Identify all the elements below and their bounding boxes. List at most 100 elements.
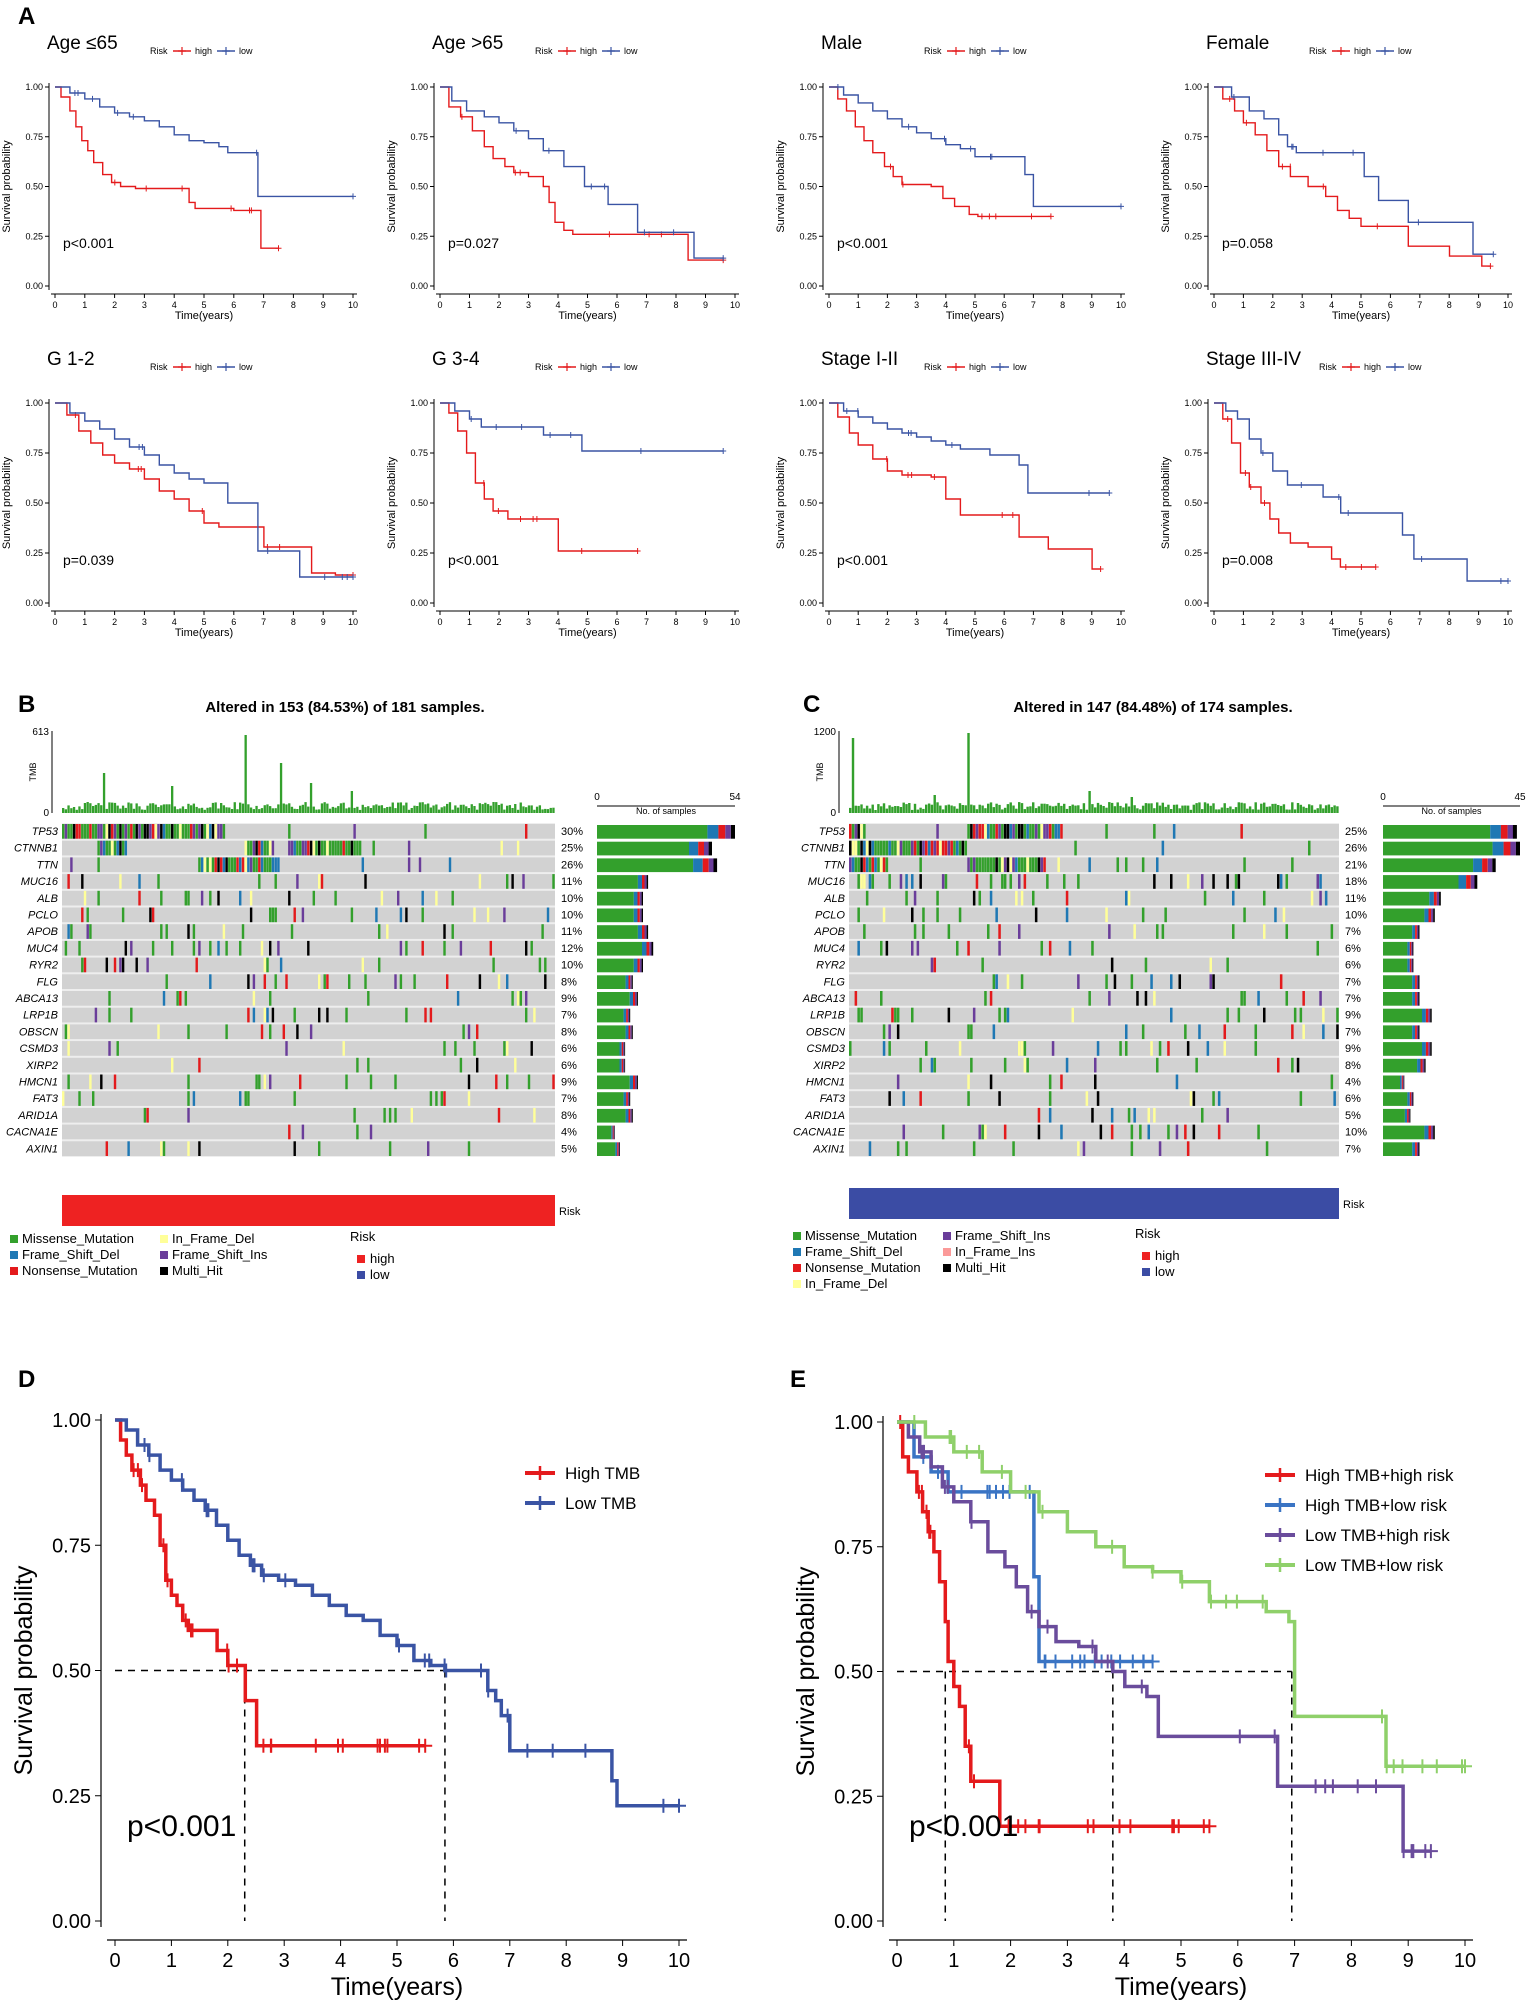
x-tick-label: 6 — [231, 617, 236, 627]
mutation-cell — [378, 957, 381, 973]
samples-bar-segment — [1425, 1042, 1429, 1056]
tmb-bar — [1279, 805, 1283, 813]
tmb-max-label: 1200 — [814, 727, 837, 738]
tmb-bar — [1147, 803, 1150, 813]
mutation-cell — [863, 824, 866, 839]
risk-bar-label: Risk — [559, 1206, 581, 1218]
samples-bar-segment — [1383, 941, 1408, 956]
mutation-cell — [92, 1091, 95, 1106]
tmb-bar — [1018, 802, 1021, 813]
mutation-cell — [326, 1007, 329, 1023]
y-tick-label: 0.25 — [834, 1786, 873, 1808]
mutation-cell — [998, 857, 1001, 873]
samples-bar-segment — [1492, 841, 1504, 856]
panel-label-d: D — [18, 1366, 35, 1393]
gene-row-bg — [62, 924, 555, 939]
mutation-cell — [217, 940, 220, 956]
mutation-cell — [1082, 1141, 1086, 1156]
mutation-cell — [888, 874, 891, 889]
mutation-cell — [849, 1041, 852, 1056]
samples-bar-segment — [623, 1092, 627, 1106]
y-tick-label: 0.75 — [25, 448, 43, 458]
gene-percent: 11% — [561, 876, 582, 888]
mutation-cell — [1003, 1124, 1007, 1140]
mutation-cell — [1161, 840, 1165, 856]
samples-bar-segment — [1418, 1025, 1420, 1040]
legend-swatch — [793, 1232, 801, 1240]
tmb-bar — [1006, 804, 1010, 813]
samples-bar-segment — [1383, 1108, 1405, 1123]
mutation-cell — [1108, 991, 1111, 1006]
tmb-bar — [1201, 809, 1204, 813]
mutation-cell — [1263, 924, 1266, 939]
mutation-cell — [263, 857, 267, 873]
samples-bar-segment — [597, 958, 634, 973]
mutation-cell — [443, 1041, 446, 1056]
gene-percent: 21% — [1345, 859, 1367, 871]
mutation-cell — [459, 1057, 463, 1073]
samples-bar-segment — [625, 975, 629, 989]
mutation-cell — [301, 1124, 305, 1140]
mutation-cell — [967, 1024, 970, 1040]
tmb-bar — [961, 805, 965, 813]
x-tick-label: 8 — [561, 1950, 572, 1972]
mutation-cell — [269, 1074, 272, 1090]
mutation-cell — [467, 1141, 471, 1156]
x-tick-label: 2 — [496, 617, 501, 627]
mutation-cell — [160, 824, 163, 839]
tmb-bar — [1074, 805, 1077, 813]
samples-bar-segment — [1412, 941, 1414, 956]
mutation-cell — [274, 857, 277, 873]
plot-title: G 3-4 — [432, 349, 480, 370]
tmb-bar — [1105, 807, 1108, 813]
mutation-cell — [984, 824, 987, 839]
p-value: p=0.008 — [1222, 552, 1273, 568]
gene-percent: 7% — [1345, 1026, 1361, 1038]
mutation-cell — [1130, 1141, 1134, 1156]
mutation-cell — [849, 840, 852, 856]
mutation-cell — [1006, 1007, 1010, 1023]
km-plot-4: 0.000.250.500.751.000 1 2 3 4 5 6 7 8 9 10Time(yea… — [1, 349, 358, 639]
tmb-bar — [1099, 804, 1103, 813]
samples-bar-segment — [631, 1108, 633, 1123]
mutation-cell — [151, 824, 155, 839]
km-curve — [897, 1420, 1210, 1828]
tmb-bar — [922, 808, 925, 813]
x-tick-label: 10 — [348, 617, 358, 627]
samples-bar-segment — [636, 992, 638, 1006]
tmb-bar — [443, 806, 446, 813]
tmb-bar — [970, 804, 973, 813]
tmb-bar — [967, 733, 970, 813]
x-tick-label: 5 — [391, 1950, 402, 1972]
mutation-cell — [309, 1024, 313, 1040]
tmb-bar — [1330, 807, 1334, 813]
mutation-cell — [1006, 824, 1010, 839]
legend-item-label: In_Frame_Del — [805, 1276, 887, 1291]
tmb-bar — [334, 807, 337, 813]
tmb-bar — [975, 809, 979, 813]
tmb-bar — [1327, 804, 1331, 813]
gene-percent: 7% — [1345, 1143, 1361, 1155]
tmb-bar — [1296, 803, 1300, 813]
mutation-cell — [958, 840, 962, 856]
plot-title: Stage III-IV — [1206, 349, 1301, 370]
mutation-cell — [1201, 1107, 1204, 1123]
mutation-cell — [70, 824, 73, 839]
y-axis-title: Survival probability — [386, 456, 398, 549]
mutation-cell — [119, 824, 122, 839]
mutation-cell — [1125, 1041, 1128, 1056]
mutation-cell — [105, 1141, 109, 1156]
y-tick-label: 0.75 — [799, 448, 817, 458]
mutation-cell — [252, 840, 256, 856]
mutation-cell — [1263, 1007, 1266, 1023]
mutation-cell — [1336, 1007, 1339, 1023]
mutation-cell — [1319, 991, 1322, 1006]
mutation-cell — [81, 957, 84, 973]
mutation-cell — [1065, 890, 1069, 906]
mutation-cell — [83, 890, 87, 906]
tmb-bar — [1282, 804, 1286, 813]
mutation-cell — [506, 874, 509, 889]
samples-bar-segment — [597, 1008, 624, 1023]
x-tick-label: 6 — [1002, 300, 1007, 310]
mutation-cell — [386, 924, 389, 939]
